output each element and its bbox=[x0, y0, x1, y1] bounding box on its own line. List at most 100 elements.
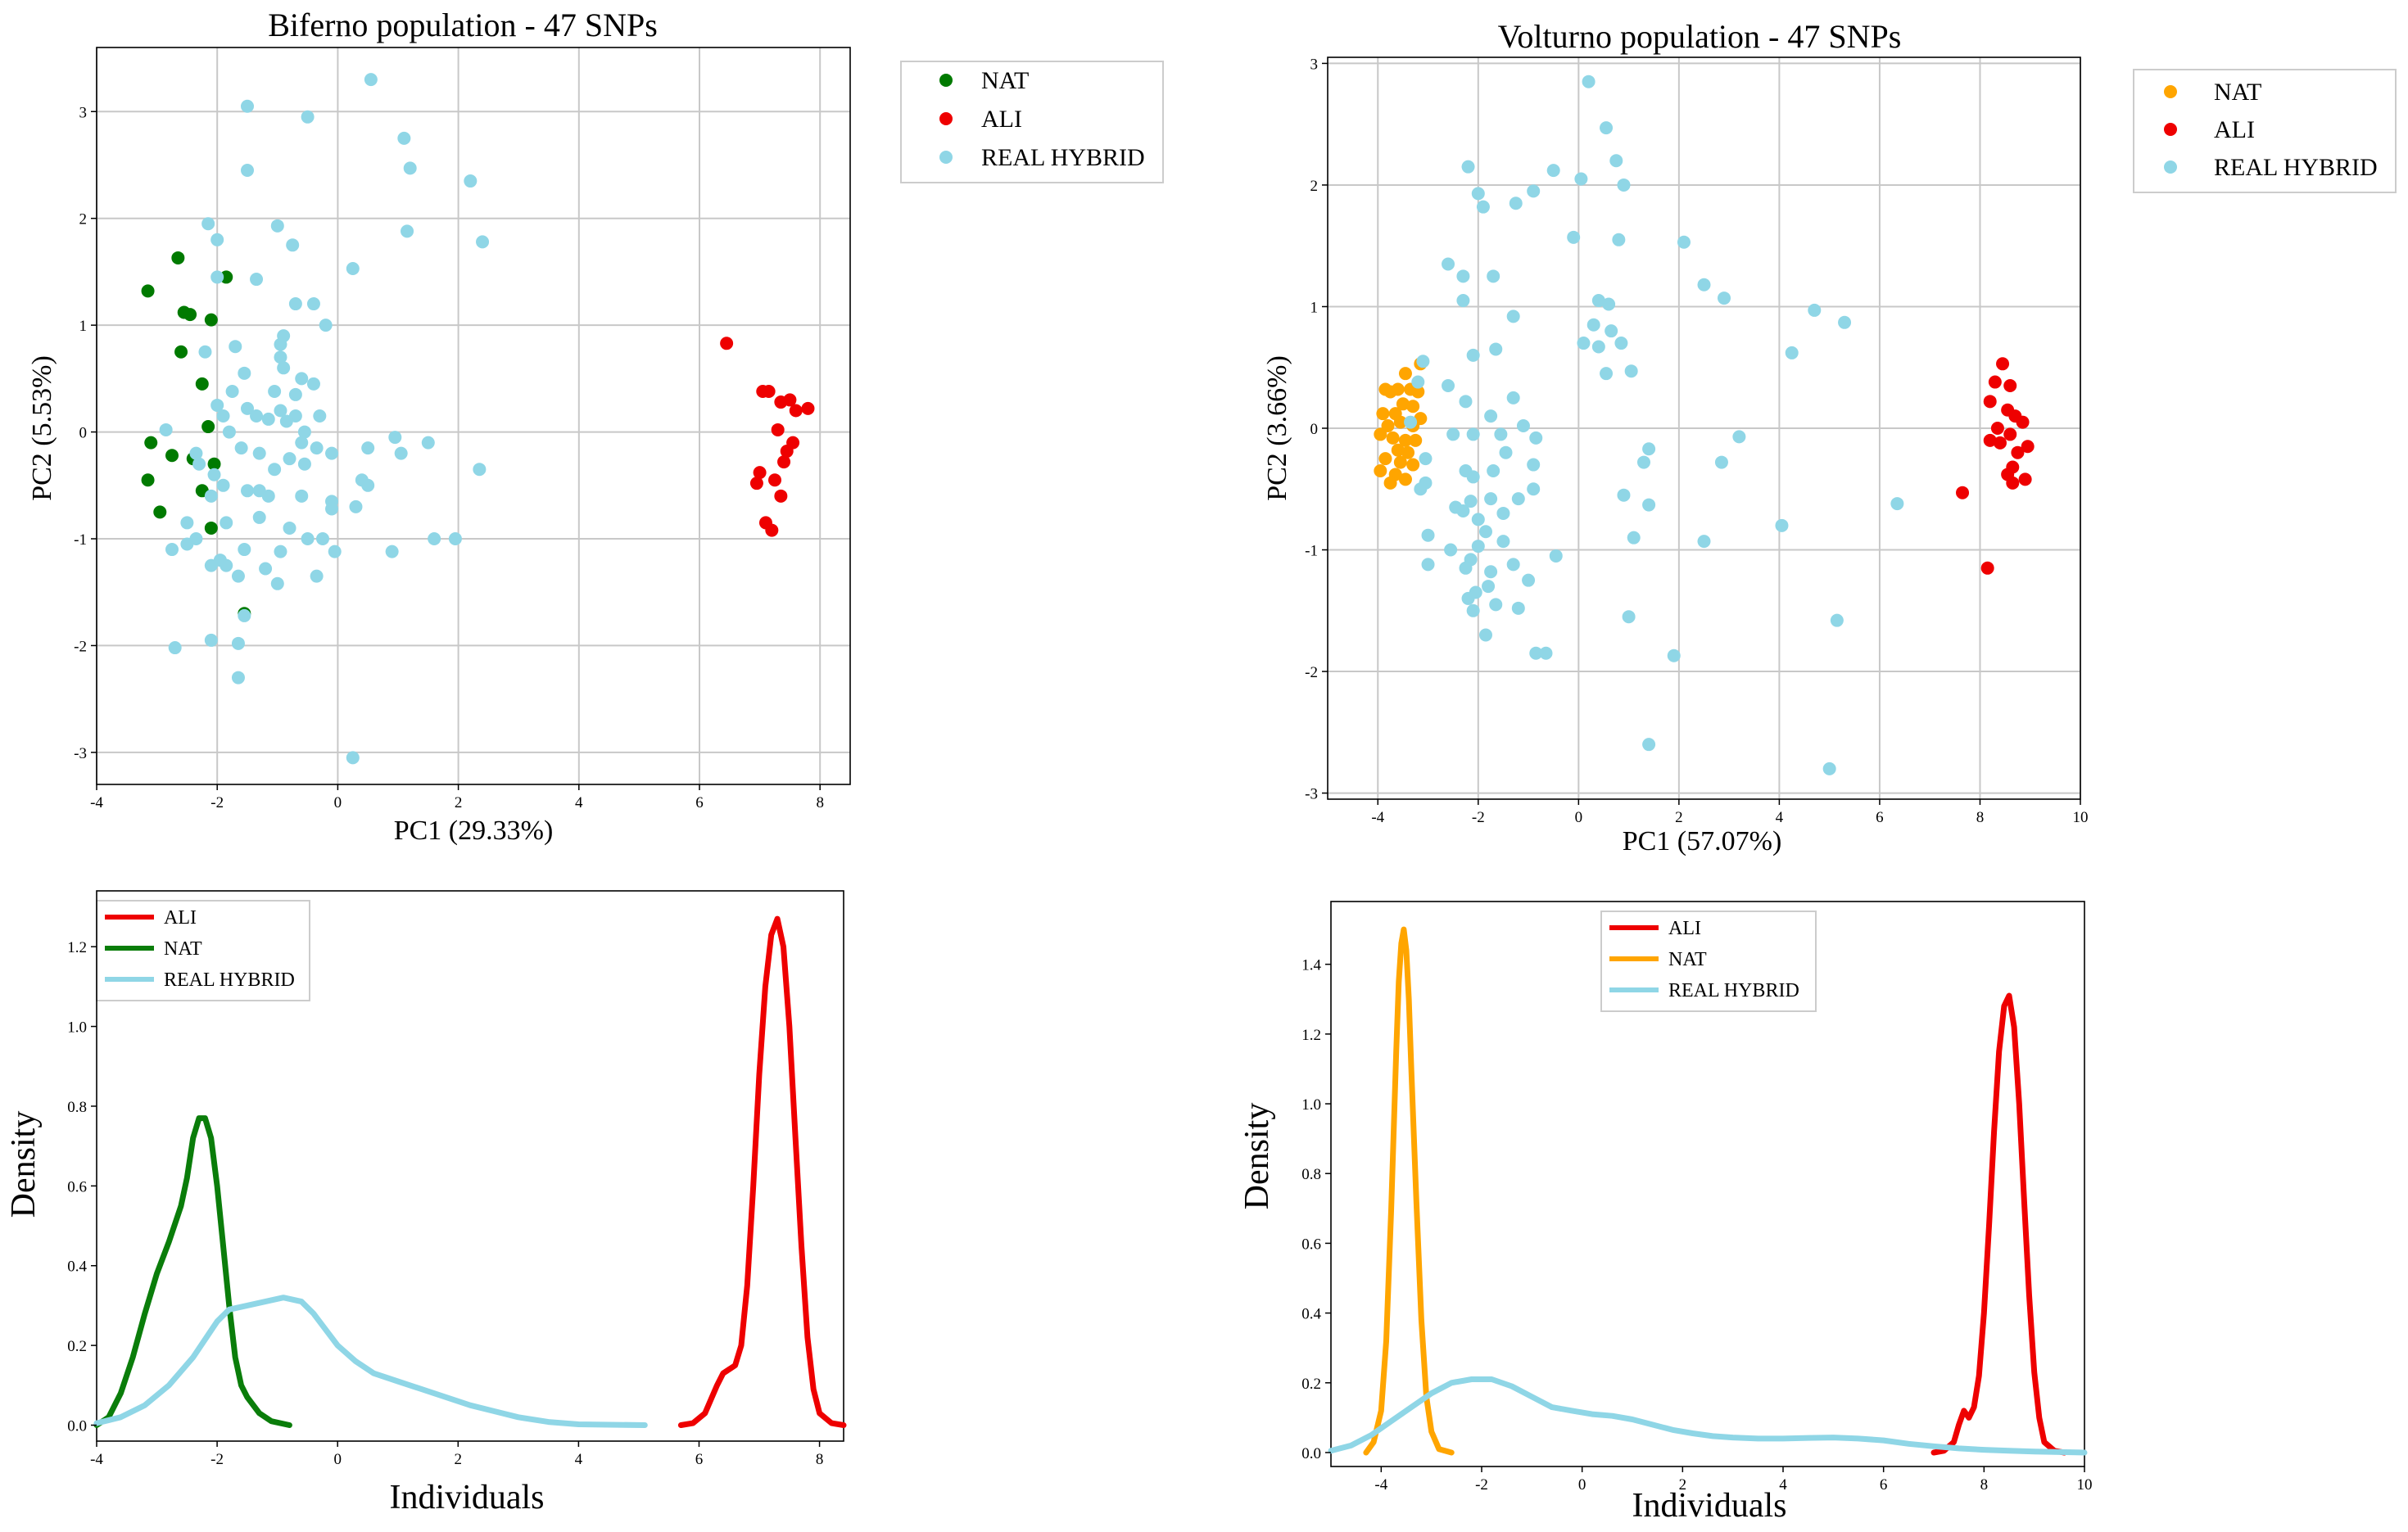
y-tick-label: 0.8 bbox=[1301, 1166, 1321, 1183]
biferno-pca-xlabel: PC1 (29.33%) bbox=[394, 816, 554, 846]
x-tick-label: 2 bbox=[1675, 809, 1683, 826]
point-real-hybrid bbox=[1609, 154, 1623, 168]
point-real-hybrid bbox=[1482, 580, 1496, 594]
line-ali bbox=[1930, 992, 2067, 1456]
point-nat bbox=[1393, 455, 1407, 469]
legend-label-nat: NAT bbox=[1668, 949, 1707, 970]
biferno-pca-axes-frame bbox=[96, 47, 851, 785]
volturno-pca-plot-area bbox=[1327, 56, 2081, 800]
point-nat bbox=[174, 345, 188, 359]
volturno-pca-xlabel: PC1 (57.07%) bbox=[1623, 826, 1782, 856]
y-tick-label: 2 bbox=[79, 211, 88, 228]
point-real-hybrid bbox=[198, 345, 212, 359]
point-real-hybrid bbox=[295, 436, 309, 450]
point-real-hybrid bbox=[310, 569, 324, 583]
point-real-hybrid bbox=[1591, 294, 1605, 308]
point-real-hybrid bbox=[1574, 172, 1588, 186]
point-real-hybrid bbox=[1456, 504, 1470, 517]
point-ali bbox=[1996, 357, 2010, 371]
point-real-hybrid bbox=[1484, 492, 1498, 506]
volturno-density-ticks: -4 -2 0 2 4 6 8 10 0.0 0.2 0.4 0.6 0.8 1.0 1.2 1.4 bbox=[1301, 957, 2092, 1494]
y-tick-label: -2 bbox=[74, 638, 87, 655]
point-real-hybrid bbox=[428, 532, 441, 545]
point-real-hybrid bbox=[1496, 506, 1510, 520]
volturno-pca-ylabel: PC2 (3.66%) bbox=[1262, 355, 1292, 501]
y-tick-label: 0.4 bbox=[1301, 1306, 1321, 1323]
point-real-hybrid bbox=[349, 499, 363, 513]
legend-marker-ali bbox=[939, 112, 953, 125]
volturno-pca-ticks: -4 -2 0 2 4 6 8 10 -3 -2 -1 0 1 2 3 bbox=[1305, 56, 2088, 826]
point-real-hybrid bbox=[1586, 318, 1600, 332]
point-real-hybrid bbox=[1487, 463, 1500, 477]
x-tick-label: 6 bbox=[1876, 809, 1884, 826]
point-real-hybrid bbox=[1775, 518, 1789, 532]
point-real-hybrid bbox=[207, 468, 221, 481]
point-real-hybrid bbox=[1522, 573, 1536, 587]
y-tick-label: 1.2 bbox=[1301, 1027, 1321, 1044]
legend-label-ali: ALI bbox=[1668, 918, 1701, 939]
point-real-hybrid bbox=[1516, 419, 1530, 433]
point-real-hybrid bbox=[231, 569, 245, 583]
point-real-hybrid bbox=[310, 441, 324, 455]
point-real-hybrid bbox=[295, 372, 309, 386]
point-real-hybrid bbox=[313, 409, 327, 423]
point-real-hybrid bbox=[1478, 525, 1492, 539]
point-real-hybrid bbox=[1489, 342, 1503, 356]
point-ali bbox=[765, 523, 779, 537]
point-nat bbox=[1376, 407, 1390, 421]
x-tick-label: -2 bbox=[1472, 809, 1485, 826]
point-real-hybrid bbox=[1539, 646, 1553, 660]
point-real-hybrid bbox=[283, 452, 296, 466]
legend-label-real-hybrid: REAL HYBRID bbox=[2214, 154, 2378, 181]
point-real-hybrid bbox=[1471, 187, 1485, 201]
point-ali bbox=[768, 473, 781, 487]
x-tick-label: -4 bbox=[90, 1451, 103, 1468]
y-tick-label: 3 bbox=[1310, 56, 1319, 73]
point-nat bbox=[1406, 458, 1420, 472]
legend-label-ali: ALI bbox=[981, 106, 1022, 133]
point-nat bbox=[183, 308, 197, 322]
point-real-hybrid bbox=[1404, 415, 1418, 429]
point-real-hybrid bbox=[1442, 257, 1455, 271]
point-ali bbox=[1956, 486, 1970, 499]
point-real-hybrid bbox=[319, 319, 333, 332]
point-real-hybrid bbox=[261, 412, 275, 426]
x-tick-label: 6 bbox=[695, 794, 704, 811]
biferno-density-ticks: -4 -2 0 2 4 6 8 0.0 0.2 0.4 0.6 0.8 1.0 1.2 bbox=[67, 939, 823, 1468]
point-real-hybrid bbox=[1411, 375, 1425, 389]
point-real-hybrid bbox=[1600, 121, 1614, 135]
point-real-hybrid bbox=[220, 558, 233, 572]
x-tick-label: -2 bbox=[1475, 1476, 1488, 1494]
point-nat bbox=[165, 449, 179, 463]
point-real-hybrid bbox=[1732, 430, 1746, 444]
x-tick-label: 6 bbox=[1880, 1476, 1888, 1494]
point-nat bbox=[204, 521, 218, 535]
legend-marker-ali bbox=[2164, 123, 2177, 136]
point-real-hybrid bbox=[1642, 442, 1656, 456]
point-real-hybrid bbox=[1506, 558, 1520, 572]
point-real-hybrid bbox=[1785, 346, 1799, 359]
legend-label-nat: NAT bbox=[981, 67, 1029, 94]
point-real-hybrid bbox=[364, 73, 378, 87]
point-real-hybrid bbox=[277, 361, 291, 375]
volturno-density-series bbox=[1328, 926, 2088, 1456]
point-ali bbox=[774, 489, 788, 503]
point-real-hybrid bbox=[250, 409, 264, 423]
point-real-hybrid bbox=[1642, 498, 1656, 512]
point-real-hybrid bbox=[1714, 455, 1728, 469]
biferno-density-series bbox=[93, 915, 847, 1428]
point-real-hybrid bbox=[1511, 492, 1525, 506]
point-real-hybrid bbox=[473, 463, 487, 477]
point-real-hybrid bbox=[1622, 610, 1636, 624]
volturno-density-xlabel: Individuals bbox=[1632, 1487, 1787, 1525]
point-real-hybrid bbox=[1838, 315, 1852, 329]
point-real-hybrid bbox=[1697, 278, 1711, 291]
legend-label-real-hybrid: REAL HYBRID bbox=[981, 144, 1145, 171]
point-real-hybrid bbox=[1471, 513, 1485, 526]
y-tick-label: 1.0 bbox=[1301, 1096, 1321, 1114]
point-real-hybrid bbox=[238, 366, 251, 380]
point-ali bbox=[720, 337, 734, 350]
legend-marker-real-hybrid bbox=[939, 151, 953, 164]
y-tick-label: 0.4 bbox=[67, 1259, 87, 1276]
